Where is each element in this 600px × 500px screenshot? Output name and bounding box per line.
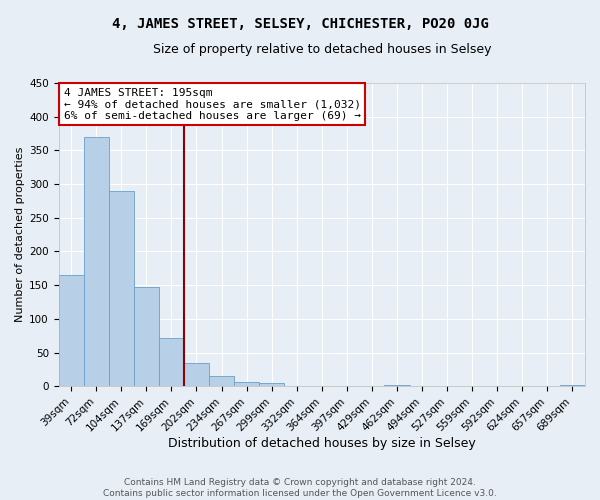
Bar: [385, 385, 410, 386]
Bar: [159, 338, 184, 386]
Text: 4, JAMES STREET, SELSEY, CHICHESTER, PO20 0JG: 4, JAMES STREET, SELSEY, CHICHESTER, PO2…: [112, 18, 488, 32]
Bar: [234, 382, 259, 386]
Text: Contains HM Land Registry data © Crown copyright and database right 2024.
Contai: Contains HM Land Registry data © Crown c…: [103, 478, 497, 498]
Bar: [560, 385, 585, 386]
Bar: [209, 376, 234, 386]
Bar: [134, 287, 159, 386]
Bar: [59, 275, 84, 386]
Bar: [109, 191, 134, 386]
Bar: [259, 383, 284, 386]
Title: Size of property relative to detached houses in Selsey: Size of property relative to detached ho…: [152, 42, 491, 56]
Y-axis label: Number of detached properties: Number of detached properties: [15, 147, 25, 322]
Bar: [184, 362, 209, 386]
X-axis label: Distribution of detached houses by size in Selsey: Distribution of detached houses by size …: [168, 437, 476, 450]
Text: 4 JAMES STREET: 195sqm
← 94% of detached houses are smaller (1,032)
6% of semi-d: 4 JAMES STREET: 195sqm ← 94% of detached…: [64, 88, 361, 121]
Bar: [84, 137, 109, 386]
